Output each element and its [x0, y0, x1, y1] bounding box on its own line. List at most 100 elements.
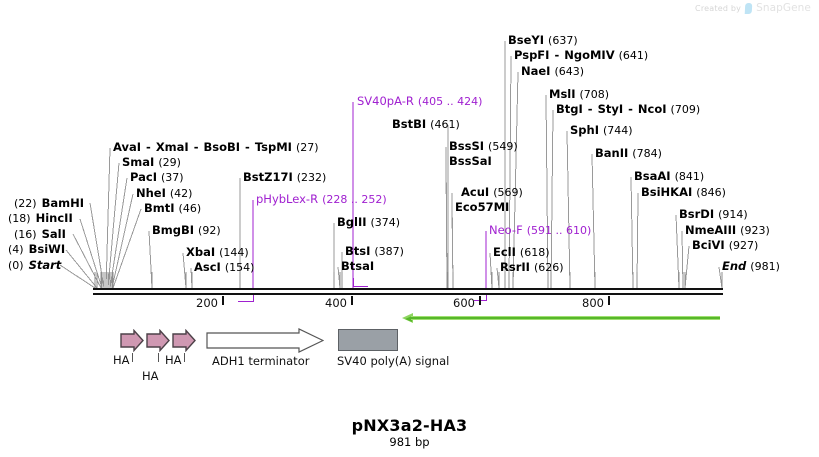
label-nhei-position: (42) — [169, 187, 193, 200]
label-sali-name: SalI — [41, 227, 66, 241]
label-btsi[interactable]: BtsI (387) — [345, 245, 404, 258]
label-neo-f-position: (591 .. 610) — [526, 224, 592, 237]
feature-ha-1[interactable] — [120, 329, 144, 352]
label-btgi-styi-ncoi[interactable]: BtgI - StyI - NcoI (709) — [556, 103, 700, 116]
label-bsihkai-position: (846) — [696, 186, 726, 199]
label-hincii-name: HincII — [35, 211, 73, 225]
label-sali-position: (16) — [14, 228, 37, 241]
label-nhei[interactable]: NheI (42) — [136, 187, 192, 200]
label-bmti-position: (46) — [178, 202, 202, 215]
label-xbai[interactable]: XbaI (144) — [186, 246, 249, 259]
label-phyblex-r-position: (228 .. 252) — [322, 193, 387, 206]
label-start[interactable]: (0) Start — [8, 259, 61, 272]
feature-ha-2[interactable] — [146, 329, 170, 352]
label-bseyi-position: (637) — [548, 34, 578, 47]
label-styi-name: StyI — [597, 102, 624, 116]
label-start-name: Start — [28, 258, 62, 272]
label-bsssi[interactable]: BssSI (549) — [449, 140, 518, 153]
label-asci-position: (154) — [224, 261, 255, 274]
label-bsrdi[interactable]: BsrDI (914) — [679, 208, 748, 221]
label-acui[interactable]: AcuI (569) — [461, 186, 523, 199]
label-paci-name: PacI — [130, 170, 157, 184]
label-smai[interactable]: SmaI (29) — [122, 156, 181, 169]
label-end[interactable]: End (981) — [722, 260, 780, 273]
label-bstz17i-name: BstZ17I — [243, 170, 293, 184]
feature-ha-3[interactable] — [172, 329, 196, 352]
label-sali[interactable]: (16) SalI — [14, 228, 66, 241]
feature-adh1-terminator[interactable] — [206, 328, 324, 353]
label-bmgbi[interactable]: BmgBI (92) — [152, 224, 221, 237]
label-pspfi-position: (641) — [618, 49, 649, 62]
label-btsai-name: BtsaI — [341, 259, 375, 273]
label-asci[interactable]: AscI (154) — [194, 261, 254, 274]
primer-mark-phyblex-r[interactable] — [238, 295, 254, 302]
label-bsaai-name: BsaAI — [634, 169, 671, 183]
label-bsobi-name: BsoBI — [203, 140, 241, 154]
feature-sv40-polya-box[interactable] — [338, 329, 398, 351]
label-naei[interactable]: NaeI (643) — [521, 65, 584, 78]
label-bglii-position: (374) — [370, 216, 401, 229]
label-ecli[interactable]: EclI (618) — [493, 246, 550, 259]
plasmid-backbone[interactable] — [93, 288, 723, 295]
feature-label-adh1-terminator: ADH1 terminator — [212, 354, 310, 368]
label-bstz17i[interactable]: BstZ17I (232) — [243, 171, 326, 184]
ha-stem-1 — [132, 353, 133, 362]
label-pspfi-ngomiv[interactable]: PspFI - NgoMIV (641) — [514, 49, 648, 62]
label-xbai-position: (144) — [219, 246, 249, 259]
label-avai-name: AvaI — [113, 140, 142, 154]
label-sphi[interactable]: SphI (744) — [570, 124, 633, 137]
label-nmeaiii[interactable]: NmeAIII (923) — [685, 224, 770, 237]
ruler-label-600: 600 — [453, 296, 475, 310]
label-neo-f[interactable]: Neo-F (591 .. 610) — [489, 224, 591, 237]
label-neo-f-name: Neo-F — [489, 223, 523, 237]
label-avai-xmai-bsobi-tspmi[interactable]: AvaI - XmaI - BsoBI - TspMI (27) — [113, 141, 319, 154]
ruler-tick-600 — [479, 296, 481, 305]
label-bsaai-position: (841) — [674, 170, 705, 183]
watermark-product-text: SnapGene — [756, 2, 811, 14]
label-bcivi[interactable]: BciVI (927) — [692, 239, 758, 252]
snapgene-watermark: Created by SnapGene — [695, 2, 811, 14]
label-nmeaiii-position: (923) — [740, 224, 770, 237]
label-msli[interactable]: MslI (708) — [549, 88, 609, 101]
label-bsrdi-position: (914) — [718, 208, 748, 221]
label-eco57mi[interactable]: Eco57MI — [455, 201, 509, 213]
label-bmgbi-position: (92) — [198, 224, 221, 237]
label-bsihkai[interactable]: BsiHKAI (846) — [641, 186, 726, 199]
label-bseyi-name: BseYI — [508, 33, 545, 47]
feature-label-ha-3: HA — [165, 353, 182, 367]
reverse-feature-arrow[interactable] — [402, 313, 720, 324]
label-bamhi[interactable]: (22) BamHI — [14, 197, 84, 210]
label-bseyi[interactable]: BseYI (637) — [508, 34, 578, 47]
label-bamhi-name: BamHI — [41, 196, 85, 210]
label-ngomiv-name: NgoMIV — [564, 48, 615, 62]
label-bcivi-name: BciVI — [692, 238, 725, 252]
primer-mark-sv40pa-r[interactable] — [353, 278, 368, 287]
label-bmgbi-name: BmgBI — [152, 223, 195, 237]
label-hincii-position: (18) — [8, 212, 31, 225]
label-bstbi[interactable]: BstBI (461) — [392, 118, 460, 131]
ruler-label-800: 800 — [582, 296, 604, 310]
label-xmai-name: XmaI — [155, 140, 189, 154]
label-nmeaiii-name: NmeAIII — [685, 223, 737, 237]
watermark-created-text: Created by — [695, 3, 742, 13]
label-hincii[interactable]: (18) HincII — [8, 212, 73, 225]
ruler-label-200: 200 — [196, 296, 218, 310]
label-sv40pa-r[interactable]: SV40pA-R (405 .. 424) — [357, 95, 482, 108]
label-bsiwi-position: (4) — [8, 243, 24, 256]
label-bsssai[interactable]: BssSaI — [449, 155, 492, 167]
plasmid-size: 981 bp — [389, 435, 430, 449]
label-rsrii[interactable]: RsrII (626) — [500, 261, 564, 274]
label-paci[interactable]: PacI (37) — [130, 171, 184, 184]
label-banii[interactable]: BanII (784) — [595, 147, 662, 160]
label-bsiwi[interactable]: (4) BsiWI — [8, 243, 65, 256]
label-naei-position: (643) — [554, 65, 585, 78]
label-bglii[interactable]: BglII (374) — [337, 216, 400, 229]
label-bmti[interactable]: BmtI (46) — [144, 202, 201, 215]
label-bsaai[interactable]: BsaAI (841) — [634, 170, 704, 183]
label-bstz17i-position: (232) — [296, 171, 327, 184]
label-btsai[interactable]: BtsaI — [341, 260, 374, 272]
label-bsiwi-name: BsiWI — [28, 242, 66, 256]
label-phyblex-r[interactable]: pHybLex-R (228 .. 252) — [256, 193, 387, 206]
